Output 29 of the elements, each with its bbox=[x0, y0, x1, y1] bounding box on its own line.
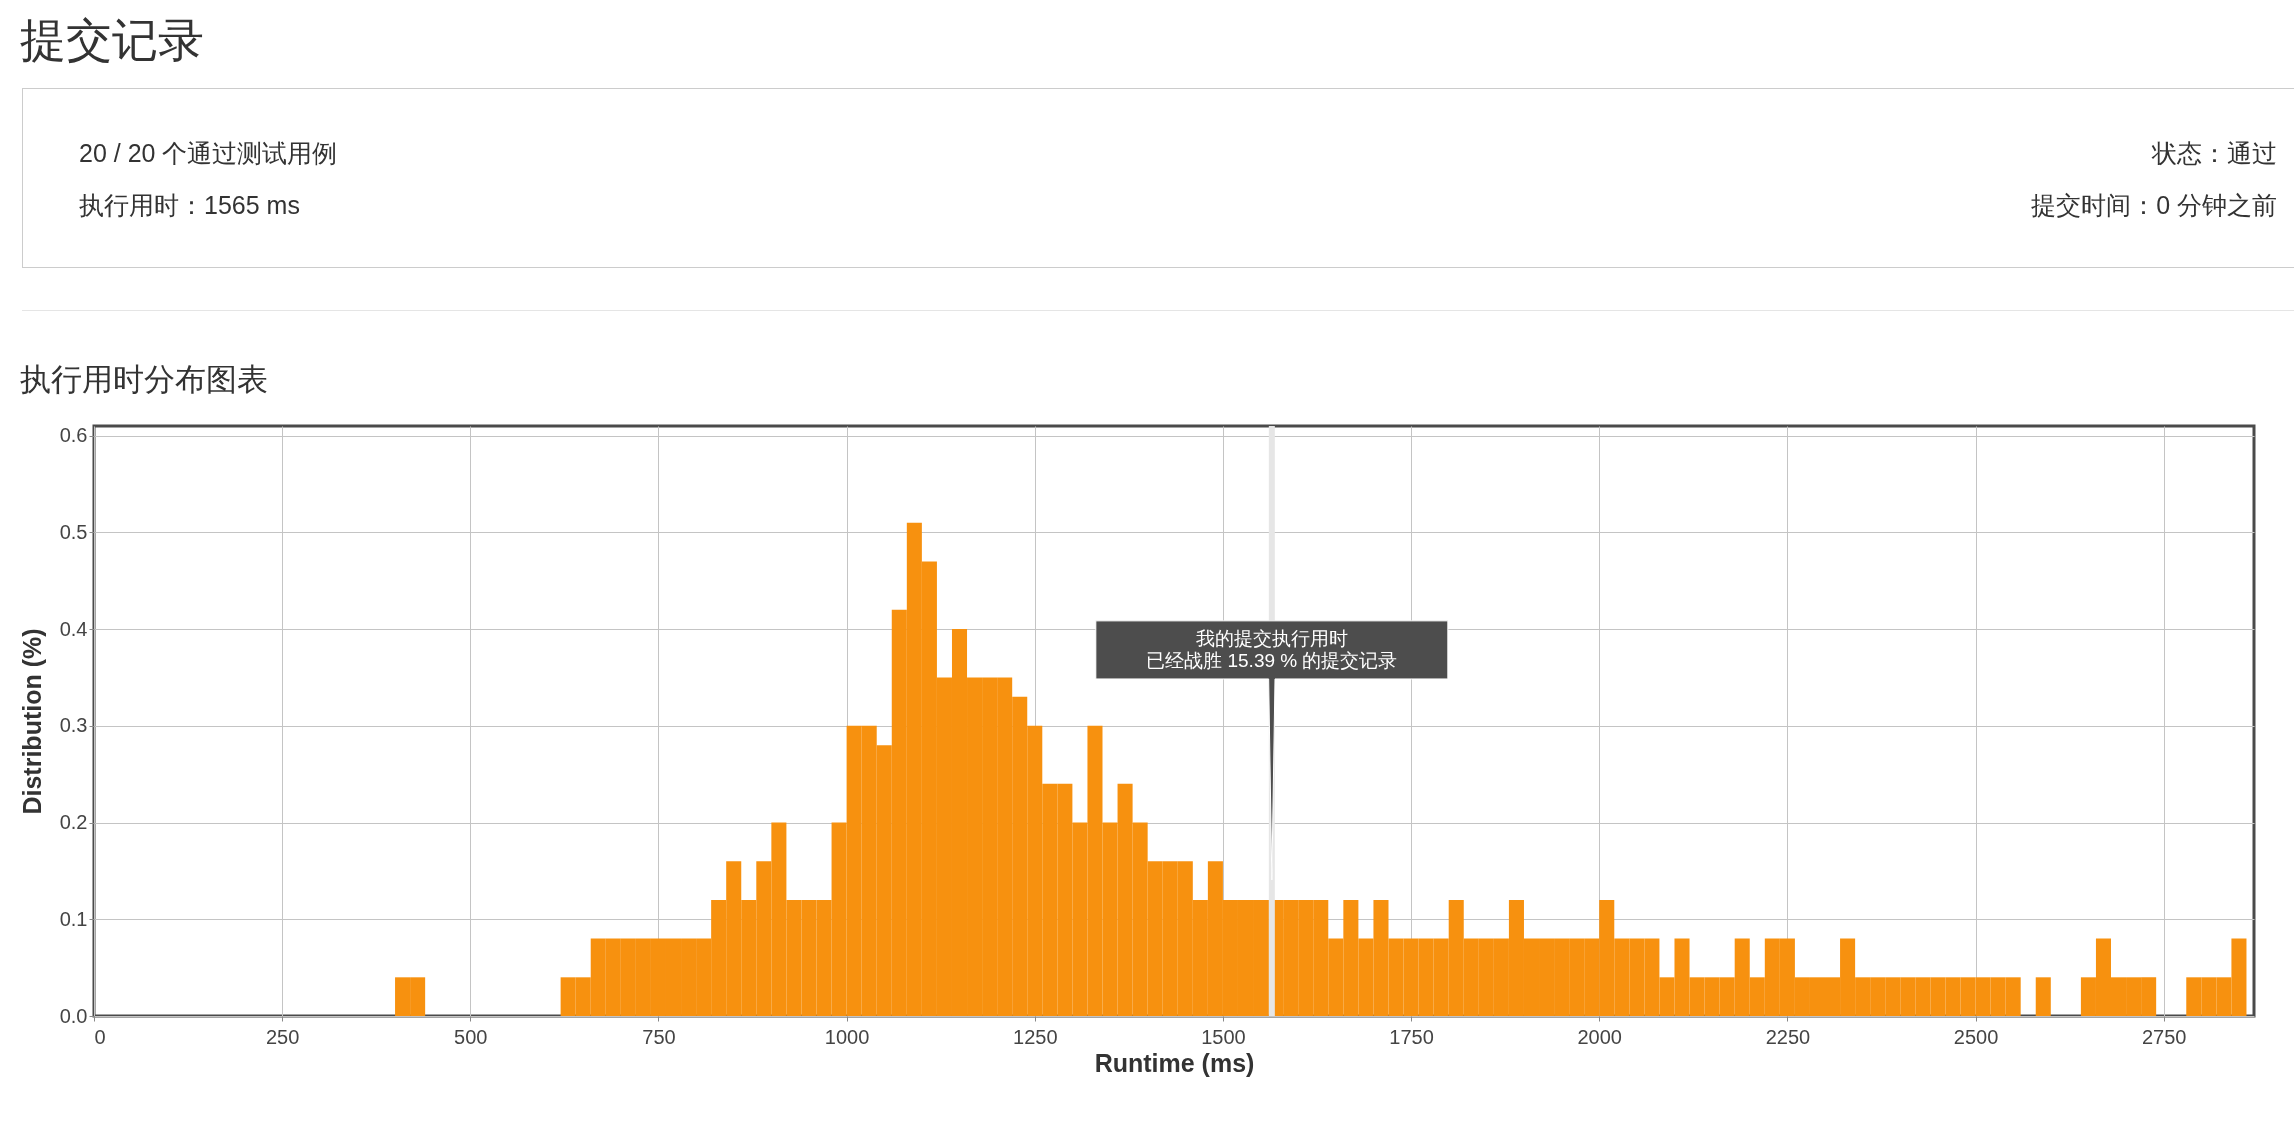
text: 状态：通过 bbox=[2152, 138, 2277, 169]
x-tick-label: 750 bbox=[642, 1025, 676, 1048]
x-axis-title: Runtime (ms) bbox=[1094, 1048, 1255, 1077]
y-axis-title: Distribution (%) bbox=[17, 628, 46, 815]
y-tick-label: 0.4 bbox=[59, 617, 88, 640]
x-tick-label: 250 bbox=[265, 1025, 300, 1048]
x-tick-label: 1250 bbox=[1013, 1025, 1058, 1048]
x-tick-label: 500 bbox=[454, 1025, 488, 1048]
text: 提交记录 bbox=[20, 13, 204, 68]
y-tick-label: 0.3 bbox=[59, 714, 88, 737]
x-tick-label: 2250 bbox=[1765, 1025, 1811, 1048]
x-tick-label: 2500 bbox=[1953, 1025, 1999, 1048]
x-tick-label: 2000 bbox=[1577, 1025, 1622, 1048]
text: 提交时间：0 分钟之前 bbox=[2031, 190, 2277, 221]
y-tick-label: 0.6 bbox=[59, 424, 88, 447]
text: 执行用时：1565 ms bbox=[79, 190, 300, 221]
text: 20 / 20 个通过测试用例 bbox=[79, 138, 338, 169]
annotation: 我的提交执行用时 bbox=[1195, 627, 1348, 649]
x-tick-label: 1500 bbox=[1201, 1025, 1246, 1048]
x-tick-label: 0 bbox=[94, 1025, 106, 1048]
chart-title: 执行用时分布图表 bbox=[20, 362, 269, 397]
y-tick-label: 0.0 bbox=[59, 1004, 88, 1027]
x-tick-label: 1750 bbox=[1389, 1025, 1434, 1048]
y-tick-label: 0.5 bbox=[59, 520, 88, 543]
y-tick-label: 0.2 bbox=[59, 811, 88, 834]
annotation: 已经战胜 15.39 % 的提交记录 bbox=[1146, 650, 1398, 672]
y-tick-label: 0.1 bbox=[59, 907, 88, 930]
x-tick-label: 2750 bbox=[2141, 1025, 2187, 1048]
x-tick-label: 1000 bbox=[824, 1025, 870, 1048]
